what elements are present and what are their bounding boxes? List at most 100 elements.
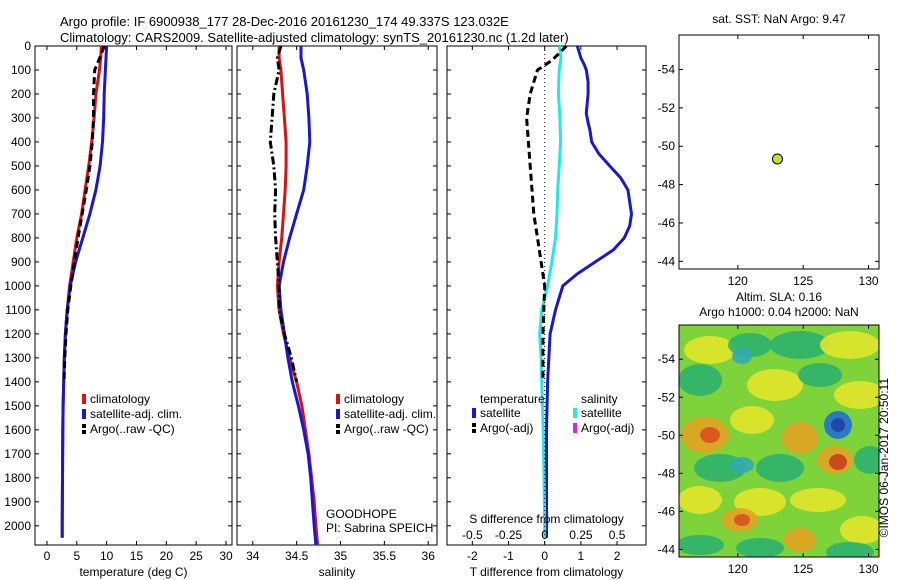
y-tick-label: 300 bbox=[11, 111, 31, 125]
sla-title-line1: Altim. SLA: 0.16 bbox=[736, 290, 822, 304]
x-tick-label: 120 bbox=[728, 562, 748, 576]
sla-blob bbox=[820, 331, 879, 359]
chart-layer: 0100200300400500600700800900100011001200… bbox=[4, 12, 880, 579]
y-tick-label: -48 bbox=[658, 178, 676, 192]
y-tick-label: 1000 bbox=[4, 279, 31, 293]
series-line-climatology bbox=[275, 46, 320, 546]
y-tick-label: 1900 bbox=[4, 495, 31, 509]
legend-label: satellite-adj. clim. bbox=[344, 407, 436, 421]
sla-blob bbox=[834, 381, 879, 409]
figure-title-line2: Climatology: CARS2009. Satellite-adjuste… bbox=[60, 30, 569, 45]
sla-blob bbox=[829, 454, 847, 470]
y-tick-label: 1500 bbox=[4, 399, 31, 413]
s-tick-label: 0.25 bbox=[569, 528, 593, 542]
sla-heatmap-field bbox=[679, 325, 879, 557]
x-tick-label: 1 bbox=[578, 549, 585, 563]
sla-blob bbox=[790, 488, 846, 512]
legend-label: climatology bbox=[344, 392, 404, 406]
y-tick-label: -46 bbox=[658, 504, 676, 518]
sla-blob bbox=[730, 457, 754, 473]
y-tick-label: 1100 bbox=[5, 303, 31, 317]
s-axis-label: S difference from climatology bbox=[469, 512, 624, 526]
y-tick-label: -44 bbox=[658, 254, 676, 268]
y-tick-label: 1600 bbox=[4, 423, 31, 437]
sla-blob bbox=[784, 528, 816, 552]
x-tick-label: 125 bbox=[793, 562, 813, 576]
series-line-satellite-adj-clim- bbox=[60, 45, 109, 538]
sla-blob bbox=[840, 516, 879, 544]
x-tick-label: 20 bbox=[160, 549, 174, 563]
y-tick-label: -50 bbox=[658, 428, 676, 442]
x-axis-label: temperature (deg C) bbox=[79, 565, 187, 579]
sla-blob bbox=[770, 331, 830, 359]
x-axis-label: salinity bbox=[319, 565, 356, 579]
x-tick-label: 34.5 bbox=[285, 549, 309, 563]
sla-blob bbox=[798, 363, 842, 387]
y-tick-label: 900 bbox=[11, 255, 31, 269]
y-tick-label: 800 bbox=[11, 231, 31, 245]
legend-label: Argo(..raw -QC) bbox=[344, 422, 429, 436]
y-tick-label: -48 bbox=[658, 466, 676, 480]
sla-blob bbox=[747, 369, 803, 401]
x-axis-label: T difference from climatology bbox=[470, 565, 624, 579]
legend-header: salinity bbox=[581, 392, 618, 406]
x-tick-label: 15 bbox=[130, 549, 144, 563]
sla-blob bbox=[736, 538, 784, 557]
sla-blob bbox=[831, 418, 845, 432]
series-line-argo-raw-qc- bbox=[268, 45, 299, 383]
sla-blob bbox=[684, 336, 736, 364]
y-tick-label: -52 bbox=[658, 390, 676, 404]
sla-blob bbox=[732, 348, 752, 364]
sla-blob bbox=[679, 486, 722, 514]
map-title: sat. SST: NaN Argo: 9.47 bbox=[712, 12, 846, 26]
y-tick-label: 400 bbox=[11, 135, 31, 149]
legend-label: satellite bbox=[480, 406, 521, 420]
series-line-t-argo-adj- bbox=[525, 44, 568, 382]
y-tick-label: 1800 bbox=[4, 471, 31, 485]
y-tick-label: -50 bbox=[658, 139, 676, 153]
s-tick-label: -0.25 bbox=[495, 528, 523, 542]
legend-label: Argo(-adj) bbox=[581, 421, 634, 435]
sla-blob bbox=[782, 422, 818, 454]
series-line-t-satellite bbox=[545, 45, 633, 538]
x-tick-label: 35 bbox=[334, 549, 348, 563]
x-tick-label: 35.5 bbox=[373, 549, 397, 563]
x-tick-label: 0 bbox=[541, 549, 548, 563]
series-line-argo-raw-qc- bbox=[62, 45, 106, 382]
x-tick-label: 36 bbox=[422, 549, 436, 563]
legend-label: satellite-adj. clim. bbox=[90, 407, 182, 421]
panel-frame-sla bbox=[678, 324, 880, 558]
s-tick-label: 0 bbox=[541, 528, 548, 542]
y-tick-label: 1400 bbox=[4, 375, 31, 389]
y-tick-label: 500 bbox=[11, 159, 31, 173]
x-tick-label: 130 bbox=[859, 274, 879, 288]
y-tick-label: 0 bbox=[24, 39, 31, 53]
y-tick-label: 200 bbox=[11, 87, 31, 101]
x-tick-label: 120 bbox=[728, 274, 748, 288]
x-tick-label: 5 bbox=[73, 549, 80, 563]
y-tick-label: -44 bbox=[658, 542, 676, 556]
y-tick-label: -54 bbox=[658, 63, 676, 77]
x-tick-label: 130 bbox=[859, 562, 879, 576]
panel-frame-map bbox=[678, 34, 880, 270]
watermark: ©IMOS 06-Jan-2017 20:50:11 bbox=[877, 378, 891, 538]
figure-title-line1: Argo profile: IF 6900938_177 28-Dec-2016… bbox=[60, 14, 509, 29]
sla-blob bbox=[734, 514, 750, 526]
y-tick-label: 700 bbox=[11, 207, 31, 221]
y-tick-label: -54 bbox=[658, 352, 676, 366]
sla-blob bbox=[854, 446, 879, 474]
x-tick-label: 30 bbox=[219, 549, 233, 563]
annotation-project: GOODHOPE bbox=[326, 507, 397, 521]
y-tick-label: 100 bbox=[11, 63, 31, 77]
sla-blob bbox=[679, 364, 722, 396]
y-tick-label: 1700 bbox=[4, 447, 31, 461]
x-tick-label: -1 bbox=[503, 549, 514, 563]
panel-frame-salinity bbox=[236, 45, 438, 546]
series-line-s-satellite bbox=[538, 45, 563, 538]
panel-frame-temperature bbox=[34, 45, 233, 546]
legend-label: Argo(..raw -QC) bbox=[90, 422, 175, 436]
s-tick-label: 0.5 bbox=[609, 528, 626, 542]
sla-blob bbox=[700, 427, 720, 443]
sla-title-line2: Argo h1000: 0.04 h2000: NaN bbox=[699, 305, 858, 319]
